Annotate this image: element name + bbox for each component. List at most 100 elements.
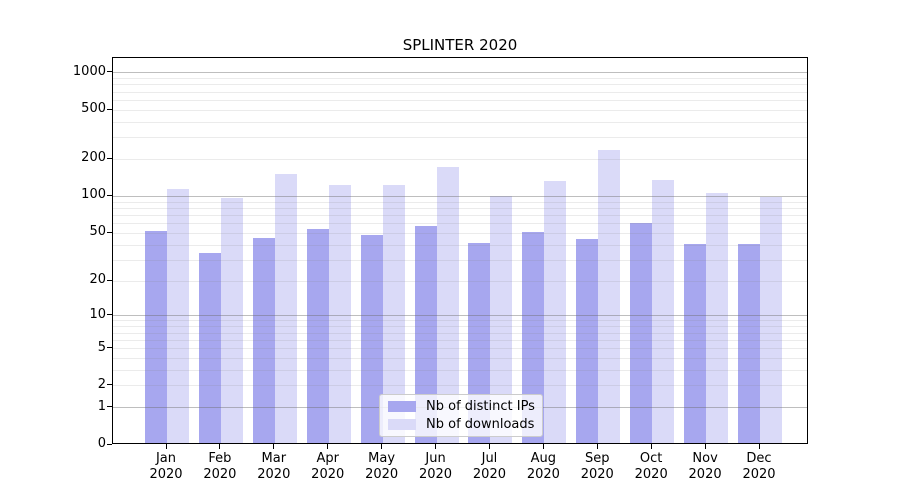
x-tick-mark [704,444,706,449]
y-gridline-minor [113,78,807,80]
y-tick-mark [107,406,112,408]
y-tick-mark [107,231,112,233]
bar-downloads-dec [760,196,782,443]
x-tick-label: Jul 2020 [472,451,506,482]
bar-downloads-apr [328,185,351,443]
y-gridline-major [113,195,807,197]
y-gridline-minor [113,326,807,328]
y-gridline-minor [113,244,807,246]
x-tick-mark [596,444,598,449]
legend-swatch-downloads [388,419,416,430]
y-tick-label: 200 [81,150,106,166]
bar-downloads-sep [598,149,621,443]
bar-distinct-ips-mar [252,238,275,443]
bar-distinct-ips-feb [198,253,221,443]
y-tick-mark [107,384,112,386]
y-tick-label: 10 [89,306,106,322]
y-gridline-major [113,315,807,317]
y-gridline-minor [113,121,807,123]
y-gridline-minor [113,137,807,139]
x-tick-label: Dec 2020 [742,451,776,482]
x-tick-mark [381,444,383,449]
y-tick-mark [107,157,112,159]
y-gridline-minor [113,223,807,225]
y-gridline-minor [113,259,807,261]
y-tick-label: 100 [81,187,106,203]
y-tick-label: 50 [89,224,106,240]
x-tick-mark [327,444,329,449]
y-tick-mark [107,347,112,348]
x-tick-mark [650,444,652,449]
y-tick-mark [107,71,112,73]
bar-distinct-ips-dec [738,244,760,443]
legend-swatch-distinct-ips [388,401,416,412]
bar-distinct-ips-jan [145,231,167,443]
y-tick-label: 2 [97,376,106,392]
bar-distinct-ips-jun [414,226,437,443]
chart-title: SPLINTER 2020 [402,36,518,54]
x-tick-label: Jun 2020 [418,451,453,482]
bar-downloads-nov [706,193,729,443]
x-tick-label: May 2020 [365,451,399,482]
x-tick-label: Mar 2020 [257,451,291,482]
y-gridline-minor [113,320,807,322]
y-tick-label: 0 [97,436,106,451]
x-tick-mark [758,444,760,449]
x-tick-label: Apr 2020 [311,451,345,482]
x-tick-label: Sep 2020 [580,451,614,482]
y-gridline-minor [113,214,807,216]
y-gridline-minor [113,232,807,234]
y-tick-label: 1000 [72,63,106,79]
x-tick-label: Feb 2020 [203,451,237,482]
x-tick-mark [165,444,167,449]
x-tick-mark [273,444,275,449]
y-gridline-minor [113,348,807,349]
legend-entry-distinct-ips: Nb of distinct IPs [388,399,535,414]
x-tick-label: Jan 2020 [149,451,183,482]
y-gridline-minor [113,109,807,111]
legend-label-downloads: Nb of downloads [426,417,535,432]
y-gridline-minor [113,339,807,341]
y-gridline-minor [113,369,807,371]
bar-downloads-mar [274,173,297,443]
bar-downloads-aug [544,181,567,443]
bar-distinct-ips-oct [630,223,653,443]
y-gridline-minor [113,201,807,203]
y-tick-mark [107,279,112,281]
bar-downloads-jul [490,195,513,443]
y-gridline-minor [113,91,807,93]
y-tick-mark [107,314,112,316]
legend-entry-downloads: Nb of downloads [388,417,534,432]
bar-distinct-ips-may [360,234,383,443]
y-tick-label: 1 [97,398,106,414]
x-tick-mark [219,444,221,449]
bar-distinct-ips-sep [576,239,599,443]
y-tick-label: 5 [97,339,106,355]
y-gridline-minor [113,84,807,86]
bar-distinct-ips-aug [522,232,545,443]
legend-label-distinct-ips: Nb of distinct IPs [426,399,535,414]
x-tick-mark [488,444,490,449]
x-tick-label: Oct 2020 [634,451,668,482]
x-tick-mark [435,444,437,449]
y-gridline-minor [113,207,807,209]
bar-downloads-jun [436,166,459,443]
x-tick-label: Nov 2020 [688,451,722,482]
bar-distinct-ips-jul [468,243,491,443]
x-tick-label: Aug 2020 [526,451,560,482]
y-gridline-major [113,72,807,74]
y-tick-mark [107,443,112,445]
bar-downloads-may [382,184,405,443]
bar-downloads-oct [652,180,675,443]
y-gridline-minor [113,280,807,282]
bar-downloads-feb [220,198,243,443]
y-tick-label: 500 [81,101,106,117]
legend: Nb of distinct IPs Nb of downloads [379,394,543,437]
x-tick-mark [542,444,544,449]
y-tick-mark [107,108,112,110]
y-tick-label: 20 [89,272,106,288]
y-gridline-minor [113,99,807,101]
y-gridline-minor [113,332,807,334]
bar-distinct-ips-apr [306,229,329,443]
y-gridline-minor [113,385,807,387]
